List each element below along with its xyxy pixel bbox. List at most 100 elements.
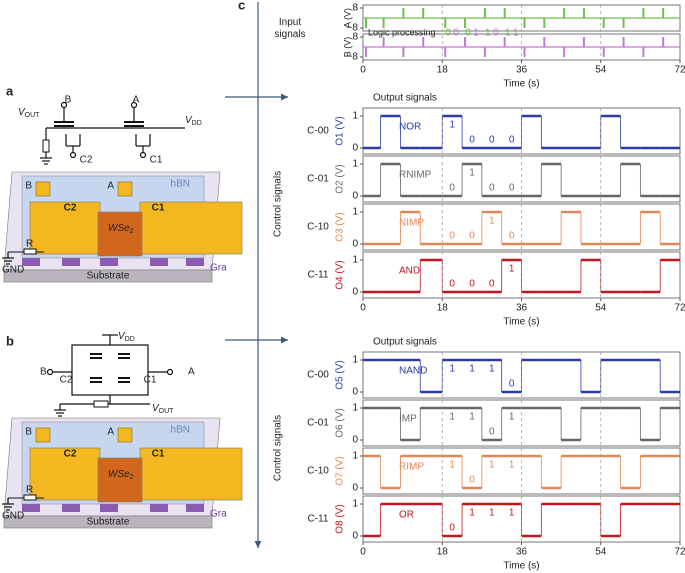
- y-tick-label: 1: [352, 451, 358, 462]
- value-label: 1: [509, 264, 515, 275]
- control-label: C-00: [307, 370, 329, 381]
- terminal: [46, 368, 54, 376]
- control-label: C-00: [307, 126, 329, 137]
- pulse: [444, 47, 447, 57]
- value-label: 1: [469, 364, 475, 375]
- pulse: [662, 37, 665, 47]
- label: A: [188, 367, 195, 378]
- panel-label: c: [238, 0, 245, 12]
- x-tick-label: 18: [437, 547, 449, 558]
- y-tick-label: 8: [352, 32, 358, 43]
- graphene: [62, 258, 80, 266]
- y-tick-label: 1: [352, 499, 358, 510]
- pulse: [523, 47, 526, 57]
- y-tick-label: 0: [352, 287, 358, 298]
- label: C2: [64, 203, 77, 214]
- value-label: 0: [509, 379, 515, 390]
- pad: [117, 427, 133, 443]
- y-axis-label: O6 (V): [335, 408, 346, 437]
- x-tick-label: 0: [360, 547, 366, 558]
- graphene: [22, 258, 40, 266]
- value-label: 0: [449, 523, 455, 534]
- panel-label: b: [6, 333, 14, 348]
- hbn-label: hBN: [171, 425, 190, 436]
- value-label: 0: [449, 183, 455, 194]
- y-axis-label: O4 (V): [335, 260, 346, 289]
- label: R: [26, 239, 33, 250]
- label-main: V: [152, 403, 160, 414]
- substrate-front: [3, 269, 213, 283]
- pulse: [382, 18, 385, 28]
- graphene: [62, 504, 80, 512]
- y-tick-label: 0: [352, 531, 358, 542]
- terminal: [166, 368, 174, 376]
- electrode: [29, 447, 101, 501]
- x-tick-label: 54: [595, 547, 607, 558]
- y-tick-label: 8: [352, 3, 358, 14]
- heading-word: signals: [274, 29, 305, 40]
- graphene: [150, 258, 168, 266]
- graphene: [186, 258, 204, 266]
- value-label: 1: [469, 508, 475, 519]
- y-tick-label: 1: [352, 403, 358, 414]
- label: WSe2: [108, 469, 134, 481]
- y-tick-label: 1: [352, 207, 358, 218]
- y-axis-label: O3 (V): [335, 212, 346, 241]
- value-label: 1: [489, 364, 495, 375]
- label-sub: DD: [192, 120, 202, 127]
- pulse: [503, 8, 506, 18]
- logic-label: 0: [493, 28, 499, 39]
- resistor: [23, 494, 37, 501]
- pulse: [563, 47, 566, 57]
- gate-name: NAND: [399, 366, 427, 377]
- value-label: 1: [489, 508, 495, 519]
- pulse: [582, 8, 585, 18]
- label: GND: [2, 265, 24, 276]
- pulse: [622, 37, 625, 47]
- label: C1: [152, 203, 165, 214]
- logic-title: Logic processing: [368, 27, 436, 37]
- substrate-front: [3, 515, 213, 529]
- bridge: [71, 344, 149, 396]
- electrode: [139, 447, 243, 501]
- value-label: 1: [469, 412, 475, 423]
- label: Gra: [210, 263, 227, 274]
- x-tick-label: 36: [516, 65, 528, 76]
- output-title: Output signals: [373, 93, 437, 104]
- x-tick-label: 72: [674, 65, 685, 76]
- label: B: [25, 181, 32, 192]
- control-label: C-01: [307, 174, 329, 185]
- substrate-label: Substrate: [87, 271, 130, 282]
- label: R: [26, 485, 33, 496]
- label: VDD: [185, 115, 202, 127]
- pulse: [543, 18, 546, 28]
- x-axis-label: Time (s): [503, 79, 539, 90]
- value-label: 1: [509, 508, 515, 519]
- pulse: [582, 37, 585, 47]
- value-label: 1: [509, 412, 515, 423]
- label-main: V: [118, 331, 126, 342]
- graphene: [22, 504, 40, 512]
- x-tick-label: 54: [595, 303, 607, 314]
- value-label: 0: [469, 279, 475, 290]
- value-label: 0: [509, 135, 515, 146]
- label: C2: [80, 155, 93, 166]
- y-tick-label: 0: [352, 387, 358, 398]
- graphene: [150, 504, 168, 512]
- x-tick-label: 0: [360, 65, 366, 76]
- terminal: [60, 101, 68, 109]
- y-tick-label: 0: [352, 483, 358, 494]
- resistor: [42, 139, 50, 153]
- value-label: 1: [489, 460, 495, 471]
- x-tick-label: 18: [437, 65, 449, 76]
- value-label: 1: [509, 460, 515, 471]
- value-label: 0: [449, 231, 455, 242]
- pulse: [642, 47, 645, 57]
- value-label: 0: [469, 231, 475, 242]
- gate-name: RIMP: [399, 462, 424, 473]
- control-label: C-11: [308, 514, 329, 525]
- y-tick-label: 1: [352, 159, 358, 170]
- label-sub: 2: [130, 474, 134, 481]
- y-axis-label: A (V): [342, 8, 352, 28]
- label-sub: OUT: [25, 112, 41, 119]
